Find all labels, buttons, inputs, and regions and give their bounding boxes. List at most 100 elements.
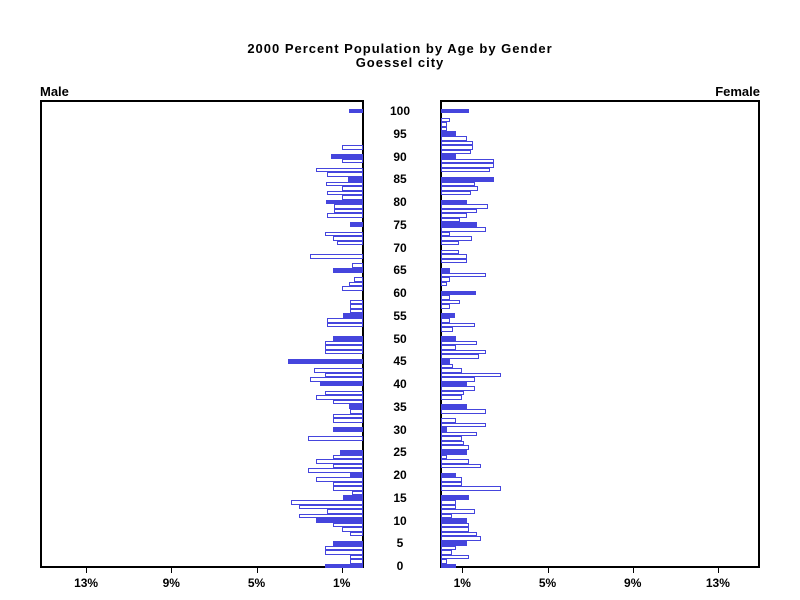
bar-female-age-2 (441, 554, 469, 560)
bar-female-age-8 (441, 527, 469, 532)
bar-female-age-91 (441, 149, 471, 155)
x-tick-label-female-9pct: 9% (624, 576, 642, 590)
bar-female-age-43 (441, 368, 463, 373)
bar-male-age-78 (334, 208, 363, 214)
bar-male-age-20 (350, 472, 363, 478)
x-tick-male-9pct (171, 568, 173, 573)
bar-female-age-59 (441, 295, 450, 300)
bar-male-age-28 (307, 436, 363, 441)
bar-female-age-94 (441, 136, 467, 141)
bar-female-age-5 (441, 540, 467, 546)
bar-female-age-68 (441, 254, 467, 259)
age-label-85: 85 (393, 172, 407, 187)
x-tick-female-5pct (547, 568, 549, 573)
bar-female-age-30 (441, 427, 448, 432)
bar-female-age-24 (441, 454, 448, 460)
bar-female-age-89 (441, 158, 495, 164)
bar-male-age-24 (333, 454, 363, 460)
bar-male-age-63 (354, 277, 363, 282)
bar-female-age-11 (441, 513, 452, 519)
bar-female-age-32 (441, 418, 456, 423)
bar-male-age-14 (290, 500, 363, 505)
x-tick-label-male-1pct: 1% (333, 576, 351, 590)
bar-male-age-10 (316, 518, 363, 523)
male-panel-label: Male (40, 84, 69, 99)
bar-female-age-85 (441, 176, 495, 182)
bar-male-age-54 (326, 318, 363, 323)
age-label-75: 75 (393, 217, 407, 232)
x-tick-male-5pct (256, 568, 258, 573)
bar-female-age-57 (441, 304, 450, 309)
bar-female-age-53 (441, 322, 476, 328)
age-label-5: 5 (396, 536, 404, 551)
male-plot-frame (40, 100, 364, 568)
bar-female-age-45 (441, 358, 450, 364)
bar-male-age-41 (309, 377, 363, 382)
age-label-60: 60 (393, 286, 407, 300)
bar-male-age-49 (324, 340, 363, 346)
bar-female-age-80 (441, 199, 467, 205)
bar-female-age-65 (441, 267, 450, 273)
x-tick-label-male-5pct: 5% (247, 576, 266, 590)
bar-female-age-41 (441, 377, 476, 382)
age-label-95: 95 (393, 126, 407, 141)
bar-male-age-43 (314, 368, 363, 373)
bar-male-age-66 (352, 263, 363, 268)
bar-female-age-62 (441, 281, 448, 287)
bar-male-age-37 (316, 395, 363, 400)
bar-male-age-45 (288, 358, 363, 364)
bar-female-age-95 (441, 131, 456, 137)
bar-male-age-38 (324, 390, 363, 396)
bar-male-age-1 (350, 559, 363, 564)
bar-female-age-79 (441, 204, 488, 209)
bar-female-age-83 (441, 186, 479, 191)
bar-male-age-36 (333, 399, 363, 405)
bar-female-age-10 (441, 518, 467, 523)
bar-male-age-13 (299, 504, 363, 510)
bar-male-age-19 (316, 477, 363, 482)
bar-female-age-50 (441, 336, 456, 341)
bar-female-age-44 (441, 363, 453, 369)
chart-title: 2000 Percent Population by Age by Gender (247, 41, 553, 56)
bar-male-age-82 (326, 190, 363, 196)
bar-female-age-87 (441, 167, 490, 173)
age-label-40: 40 (393, 377, 407, 391)
bar-female-age-54 (441, 318, 450, 323)
age-label-25: 25 (393, 445, 407, 460)
bar-female-age-49 (441, 340, 478, 346)
bar-female-age-7 (441, 531, 478, 537)
age-label-50: 50 (393, 331, 407, 346)
bar-female-age-82 (441, 190, 471, 196)
bar-female-age-75 (441, 222, 478, 228)
bar-female-age-97 (441, 122, 448, 127)
bar-female-age-72 (441, 236, 472, 241)
bar-female-age-22 (441, 463, 482, 469)
age-label-70: 70 (393, 240, 407, 255)
bar-female-age-88 (441, 163, 495, 168)
bar-female-age-42 (441, 372, 501, 378)
bar-female-age-17 (441, 486, 501, 491)
bar-female-age-20 (441, 472, 456, 478)
bar-male-age-47 (324, 349, 363, 355)
bar-female-age-37 (441, 395, 463, 400)
bar-male-age-25 (339, 449, 363, 455)
bar-female-age-69 (441, 249, 460, 255)
bar-female-age-25 (441, 449, 467, 455)
bar-male-age-2 (350, 554, 363, 560)
x-tick-male-13pct (86, 568, 88, 573)
bar-female-age-60 (441, 290, 477, 296)
x-tick-female-1pct (462, 568, 464, 573)
bar-male-age-72 (333, 236, 363, 241)
bar-female-age-90 (441, 154, 456, 159)
bar-male-age-57 (350, 304, 363, 309)
bar-male-age-89 (341, 158, 363, 164)
bar-female-age-39 (441, 386, 476, 391)
bar-female-age-46 (441, 354, 480, 359)
bar-male-age-30 (333, 427, 363, 432)
female-panel-label: Female (715, 84, 760, 99)
bar-male-age-23 (316, 459, 363, 464)
bar-male-age-56 (350, 308, 363, 314)
bar-male-age-100 (349, 108, 363, 114)
x-tick-label-female-5pct: 5% (538, 576, 557, 590)
x-tick-female-13pct (717, 568, 719, 573)
